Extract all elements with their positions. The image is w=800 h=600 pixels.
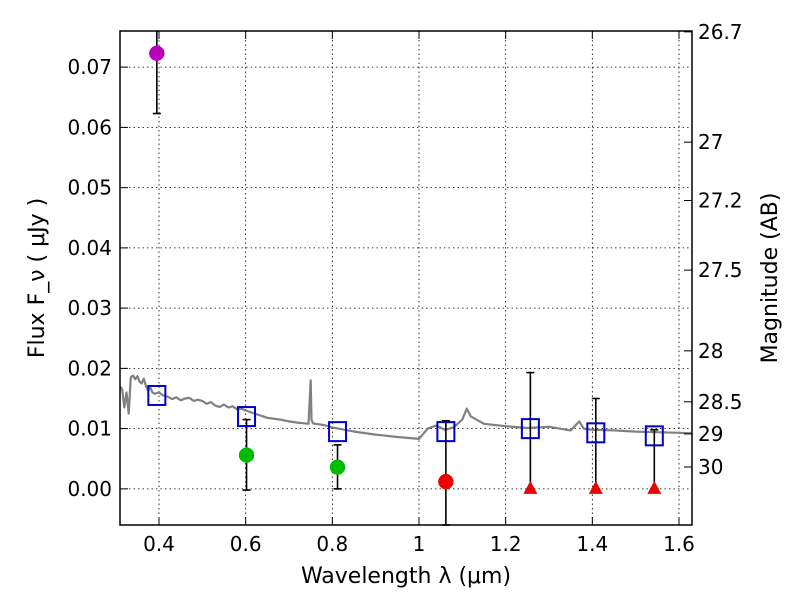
y2-tick-label: 28	[698, 339, 723, 363]
y2-tick-label: 28.5	[698, 390, 743, 414]
observed-green-point	[238, 447, 255, 463]
y2-tick-label: 30	[698, 455, 723, 479]
x-tick-label: 1	[413, 532, 426, 556]
model-photometry-point	[147, 384, 167, 406]
y-tick-label: 0.06	[67, 115, 112, 139]
tick-labels: 0.4 0.6 0.8 1 1.2 1.4 1.6 0.00 0.01 0.02 0.03 0.04 0…	[67, 20, 742, 556]
y-tick-label: 0.01	[67, 417, 112, 441]
y2-tick-label: 27	[698, 130, 723, 154]
model-photometry-point	[237, 406, 257, 428]
y2-axis-title: Magnitude (AB)	[758, 193, 783, 364]
plot-frame	[119, 30, 693, 526]
y-tick-label: 0.02	[67, 356, 112, 380]
y-tick-label: 0.03	[67, 296, 112, 320]
axis-ticks	[120, 31, 692, 525]
y-tick-label: 0.05	[67, 176, 112, 200]
model-photometry-point	[644, 425, 664, 447]
spectrum-line	[119, 374, 693, 440]
model-photometry-point	[520, 418, 540, 440]
y-axis-title: Flux F_ν ( μJy )	[25, 198, 50, 358]
upper-limit-marker	[588, 480, 603, 494]
observed-purple-point	[149, 45, 165, 62]
markers-layer	[147, 45, 664, 494]
y-tick-label: 0.04	[67, 236, 112, 260]
upper-limit-marker	[647, 480, 662, 494]
x-axis-title: Wavelength λ (μm)	[301, 564, 511, 589]
y2-tick-label: 26.7	[698, 20, 743, 44]
spectrum-layer	[119, 374, 693, 440]
y2-tick-label: 29	[698, 422, 723, 446]
observed-red-point	[438, 473, 454, 490]
y-tick-label: 0.00	[67, 477, 112, 501]
model-photometry-point	[436, 421, 456, 443]
x-tick-label: 0.6	[230, 532, 262, 556]
x-tick-label: 0.4	[143, 532, 175, 556]
model-photometry-point	[328, 421, 348, 443]
model-photometry-point	[586, 422, 606, 444]
observed-green-point	[329, 459, 346, 475]
x-tick-label: 1.4	[576, 532, 608, 556]
y2-tick-label: 27.5	[698, 258, 743, 282]
x-tick-label: 1.2	[490, 532, 522, 556]
y2-tick-label: 27.2	[698, 189, 743, 213]
upper-limit-marker	[523, 480, 538, 494]
x-tick-label: 1.6	[663, 532, 695, 556]
x-tick-label: 0.8	[316, 532, 348, 556]
y-tick-label: 0.07	[67, 55, 112, 79]
